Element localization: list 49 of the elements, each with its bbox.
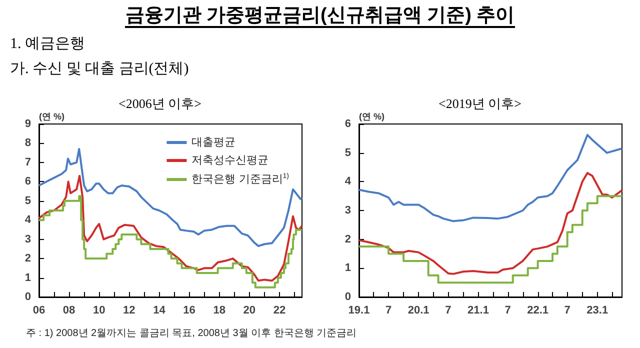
legend-label: 저축성수신평균 xyxy=(192,154,269,166)
y-tick-label: 9 xyxy=(24,118,31,130)
legend-label: 대출평균 xyxy=(192,136,236,148)
line-series xyxy=(38,174,303,282)
chart-title: <2019년 이후> xyxy=(438,96,522,111)
x-tick-label: 21.1 xyxy=(468,304,489,316)
line-series xyxy=(38,148,303,248)
x-tick-label: 20 xyxy=(243,304,256,316)
x-tick-label: 7 xyxy=(385,304,392,316)
y-tick-label: 0 xyxy=(24,291,31,303)
x-tick-label: 23.1 xyxy=(586,304,608,316)
line-series xyxy=(358,134,623,222)
y-tick-label: 5 xyxy=(24,194,31,207)
x-tick-label: 22.1 xyxy=(527,304,549,316)
y-tick-label: 2 xyxy=(24,252,31,265)
text: 금융기관 가중평균금리(신규취급액 기준) 추이 xyxy=(125,5,515,28)
x-tick-label: 22 xyxy=(273,304,286,316)
y-axis-title: (연 %) xyxy=(359,112,384,122)
text: 1. 예금은행 xyxy=(10,35,85,53)
x-tick-label: 7 xyxy=(445,304,452,316)
y-tick-label: 0 xyxy=(344,291,351,303)
y-tick-label: 1 xyxy=(24,272,31,284)
x-tick-label: 14 xyxy=(153,304,166,316)
chart-title: <2006년 이후> xyxy=(118,96,202,111)
y-tick-label: 6 xyxy=(344,118,351,130)
y-tick-label: 4 xyxy=(24,214,32,226)
x-tick-label: 19.1 xyxy=(348,304,370,316)
x-tick-label: 16 xyxy=(183,304,196,316)
y-tick-label: 1 xyxy=(344,262,351,274)
y-tick-label: 8 xyxy=(24,137,31,150)
x-tick-label: 18 xyxy=(213,304,226,316)
x-tick-label: 7 xyxy=(564,304,570,316)
y-tick-label: 2 xyxy=(344,233,351,246)
y-tick-label: 6 xyxy=(24,176,31,188)
text: 가. 수신 및 대출 금리(전체) xyxy=(10,60,189,78)
x-tick-label: 08 xyxy=(62,304,76,316)
y-tick-label: 3 xyxy=(344,204,351,216)
y-tick-label: 4 xyxy=(344,176,352,188)
y-axis-title: (연 %) xyxy=(39,112,64,122)
x-tick-label: 06 xyxy=(32,304,46,316)
x-tick-label: 20.1 xyxy=(408,304,430,316)
y-tick-label: 5 xyxy=(344,146,351,159)
y-tick-label: 7 xyxy=(24,156,31,168)
x-tick-label: 12 xyxy=(123,304,136,316)
x-tick-label: 10 xyxy=(92,304,106,316)
y-tick-label: 3 xyxy=(24,233,31,246)
line-series xyxy=(358,172,623,275)
x-tick-label: 7 xyxy=(504,304,511,316)
text: 주 : 1) 2008년 2월까지는 콜금리 목표, 2008년 3월 이후 한국은행 기준금리 xyxy=(26,327,357,340)
